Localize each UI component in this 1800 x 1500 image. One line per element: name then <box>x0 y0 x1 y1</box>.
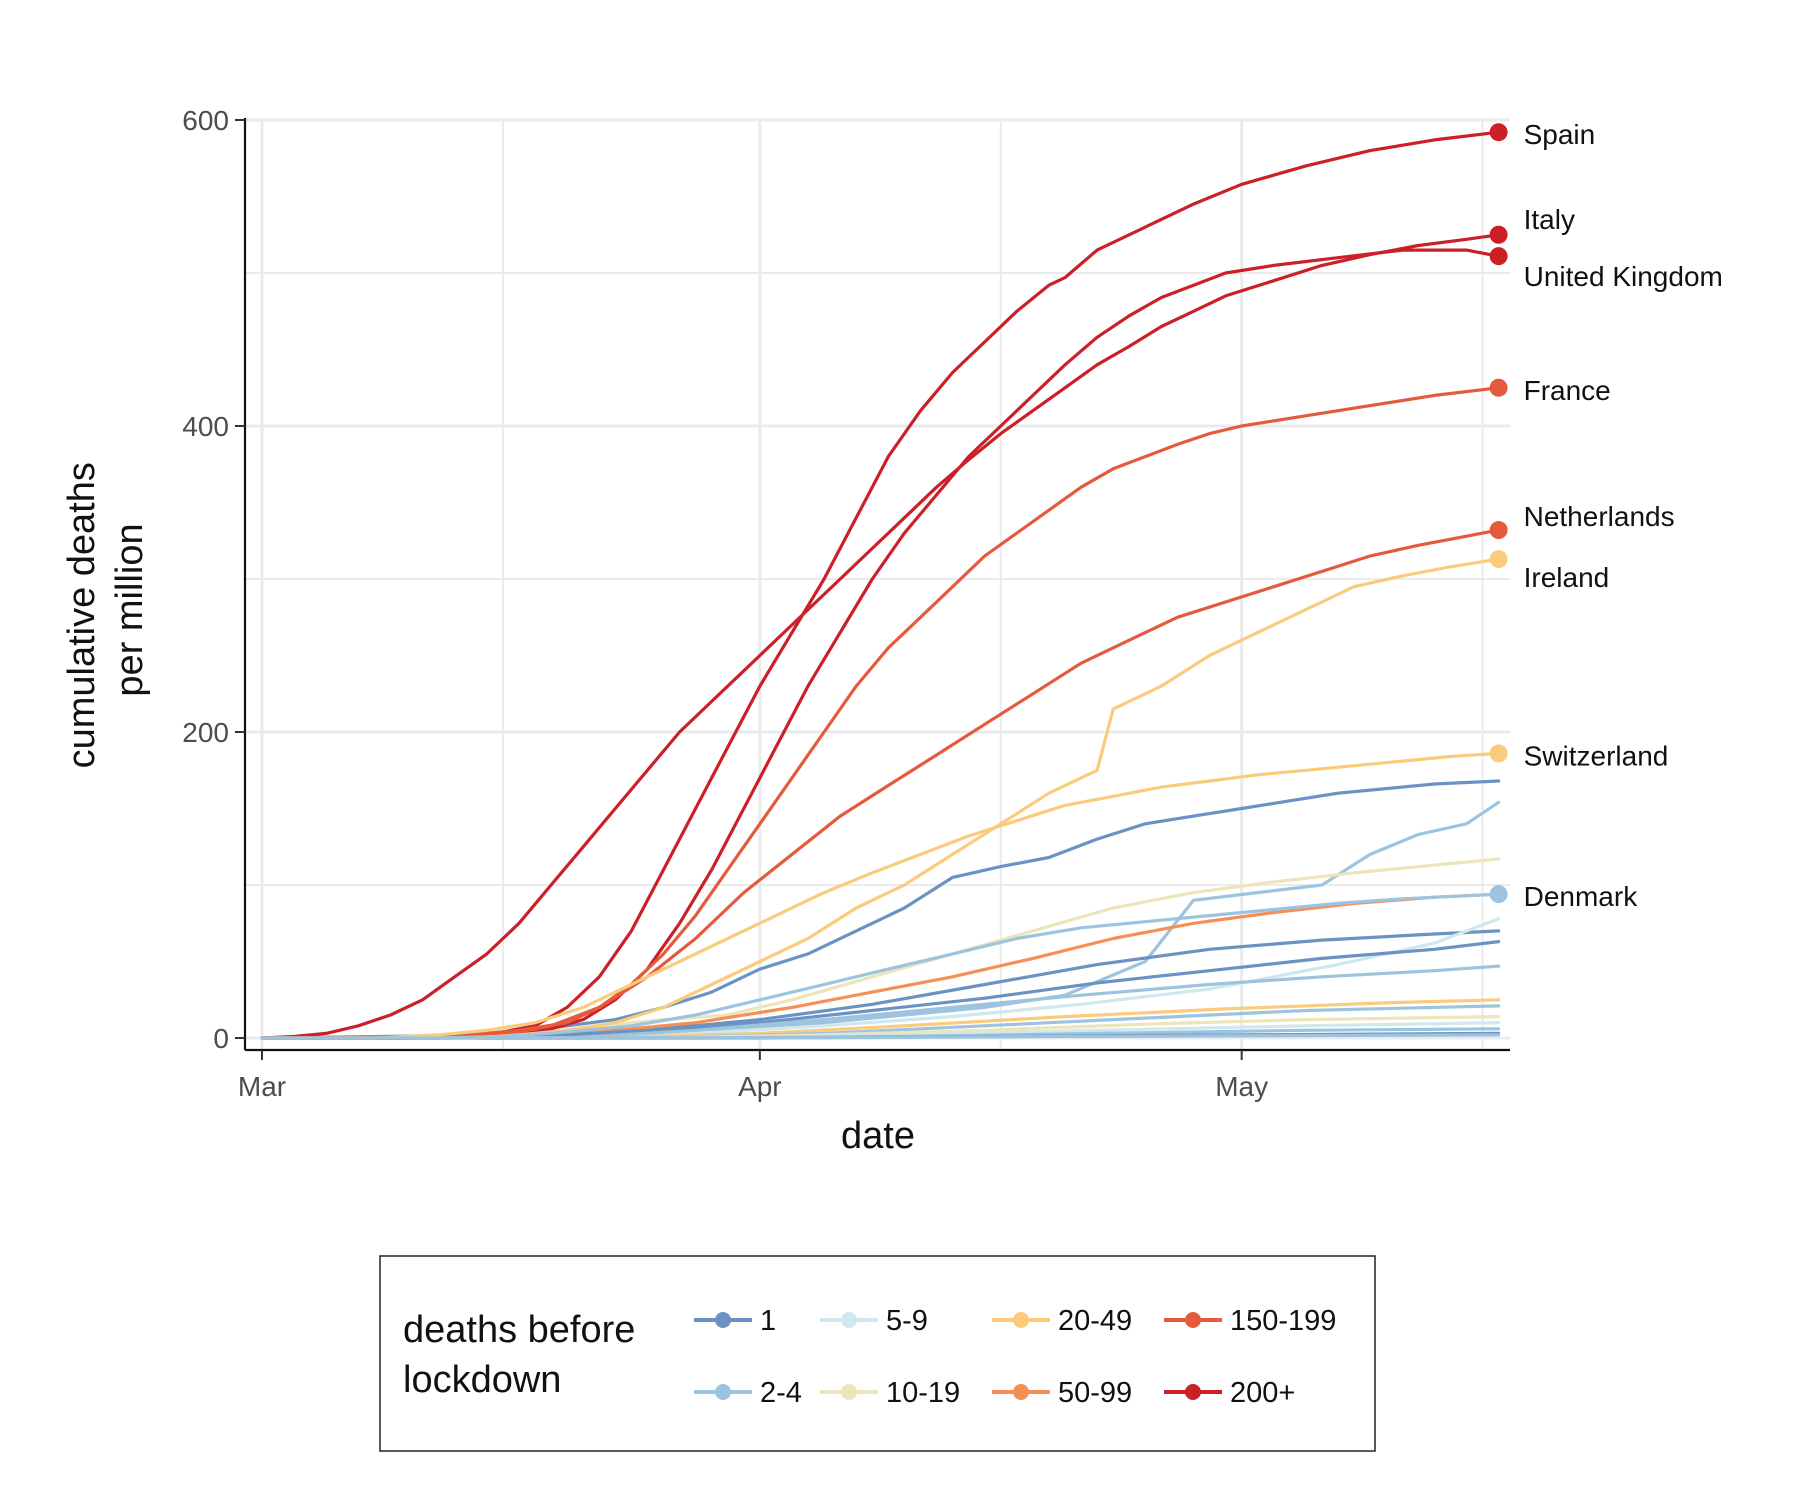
legend-item-150-199: 150-199 <box>1164 1305 1336 1337</box>
end-label-italy: Italy <box>1524 204 1575 235</box>
legend-item-10-19: 10-19 <box>820 1377 960 1409</box>
y-tick-label: 0 <box>213 1023 229 1054</box>
legend-key-dot <box>1185 1384 1201 1400</box>
axes <box>243 118 1510 1052</box>
legend-key-dot <box>715 1312 731 1328</box>
plot-panel <box>245 118 1510 1050</box>
series-line-group-2-4 <box>260 964 1501 1040</box>
legend-box <box>379 1255 1376 1452</box>
legend-label: 2-4 <box>760 1377 802 1409</box>
end-labels: Spain Italy United Kingdom France Netherland… <box>1524 119 1723 912</box>
endpoint-ireland <box>1489 550 1508 569</box>
x-tick-label: Mar <box>238 1071 286 1102</box>
legend-key-dot <box>841 1384 857 1400</box>
series-line-italy <box>260 233 1501 1040</box>
endpoint-france <box>1489 378 1508 397</box>
legend-label: 150-199 <box>1230 1305 1336 1337</box>
legend-key-dot <box>1013 1384 1029 1400</box>
legend-title-line-1: deaths before <box>403 1309 635 1351</box>
end-label-united-kingdom: United Kingdom <box>1524 261 1723 292</box>
legend-item-20-49: 20-49 <box>992 1305 1132 1337</box>
series-line-denmark <box>260 892 1501 1040</box>
endpoint-denmark <box>1489 885 1508 904</box>
legend-label: 1 <box>760 1305 776 1337</box>
x-tick-label: Apr <box>738 1071 782 1102</box>
series-line-spain <box>260 130 1501 1040</box>
endpoint-netherlands <box>1489 521 1508 540</box>
series-layer <box>260 130 1501 1040</box>
series-line-switzerland <box>260 751 1501 1040</box>
x-axis-title: date <box>841 1115 915 1157</box>
end-label-spain: Spain <box>1524 119 1596 150</box>
end-label-france: France <box>1524 375 1611 406</box>
y-tick-label: 600 <box>182 105 229 136</box>
series-line-group-1 <box>260 939 1501 1040</box>
endpoint-switzerland <box>1489 744 1508 763</box>
legend-key-dot <box>1185 1312 1201 1328</box>
legend-title: deaths before lockdown <box>403 1309 646 1401</box>
series-line-group-50-99 <box>260 892 1501 1040</box>
legend-item-5-9: 5-9 <box>820 1305 928 1337</box>
legend-item-2-4: 2-4 <box>694 1377 802 1409</box>
endpoint-spain <box>1489 123 1508 142</box>
legend-key-dot <box>715 1384 731 1400</box>
y-tick-label: 200 <box>182 717 229 748</box>
y-axis-title-line-1: cumulative deaths <box>61 462 103 768</box>
legend-label: 20-49 <box>1058 1305 1132 1337</box>
x-tick-label: May <box>1215 1071 1268 1102</box>
y-axis-title-line-2: per million <box>109 523 151 696</box>
legend: deaths before lockdown 1 5-9 20-49 150-199 2… <box>379 1255 1376 1452</box>
series-line-ireland <box>260 557 1501 1040</box>
y-tick-label: 400 <box>182 411 229 442</box>
legend-title-line-2: lockdown <box>403 1359 561 1401</box>
series-line-united-kingdom <box>260 248 1501 1040</box>
series-line-netherlands <box>260 528 1501 1040</box>
legend-item-50-99: 50-99 <box>992 1377 1132 1409</box>
legend-label: 5-9 <box>886 1305 928 1337</box>
legend-item-200plus: 200+ <box>1164 1377 1295 1409</box>
y-axis-title: cumulative deaths per million <box>61 452 151 769</box>
legend-label: 200+ <box>1230 1377 1295 1409</box>
legend-label: 50-99 <box>1058 1377 1132 1409</box>
end-label-ireland: Ireland <box>1524 562 1610 593</box>
endpoint-united-kingdom <box>1489 247 1508 266</box>
legend-key-dot <box>1013 1312 1029 1328</box>
end-label-switzerland: Switzerland <box>1524 740 1669 771</box>
end-label-denmark: Denmark <box>1524 881 1639 912</box>
legend-key-dot <box>841 1312 857 1328</box>
ticks: 0 200 400 600 Mar Apr May <box>182 105 1268 1102</box>
endpoint-italy <box>1489 225 1508 244</box>
legend-entries: 1 5-9 20-49 150-199 2-4 10-19 50-99 200+ <box>694 1305 1336 1409</box>
end-label-netherlands: Netherlands <box>1524 501 1675 532</box>
grid <box>245 118 1510 1050</box>
series-line-group-2-4 <box>260 1033 1501 1040</box>
endpoints <box>1489 123 1508 904</box>
legend-label: 10-19 <box>886 1377 960 1409</box>
legend-item-1: 1 <box>694 1305 776 1337</box>
